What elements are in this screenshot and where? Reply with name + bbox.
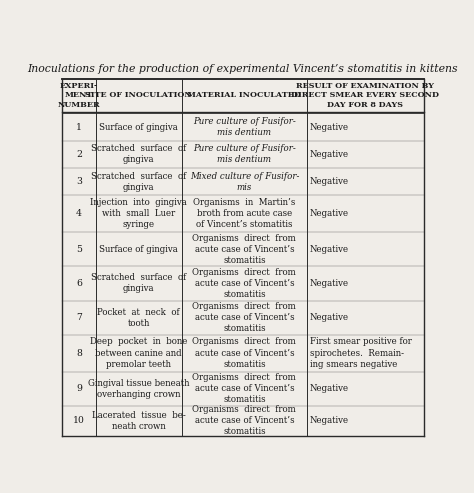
Text: Pure culture of Fusifor-
mis dentium: Pure culture of Fusifor- mis dentium bbox=[193, 117, 296, 137]
Text: Negative: Negative bbox=[310, 279, 349, 288]
Text: Deep  pocket  in  bone
between canine and
premolar teeth: Deep pocket in bone between canine and p… bbox=[90, 338, 187, 369]
Text: First smear positive for
spirochetes.  Remain-
ing smears negative: First smear positive for spirochetes. Re… bbox=[310, 338, 412, 369]
Text: 9: 9 bbox=[76, 384, 82, 393]
Text: Negative: Negative bbox=[310, 210, 349, 218]
Text: Pure culture of Fusifor-
mis dentium: Pure culture of Fusifor- mis dentium bbox=[193, 144, 296, 165]
Text: 8: 8 bbox=[76, 349, 82, 357]
Text: 5: 5 bbox=[76, 245, 82, 254]
Text: Surface of gingiva: Surface of gingiva bbox=[99, 245, 178, 254]
Text: SITE OF INOCULATION: SITE OF INOCULATION bbox=[85, 91, 192, 100]
Text: Injection  into  gingiva
with  small  Luer
syringe: Injection into gingiva with small Luer s… bbox=[90, 198, 187, 229]
Text: 2: 2 bbox=[76, 150, 82, 159]
Text: 10: 10 bbox=[73, 416, 85, 425]
Text: Lacerated  tissue  be-
neath crown: Lacerated tissue be- neath crown bbox=[91, 411, 185, 431]
Text: Negative: Negative bbox=[310, 245, 349, 254]
Text: EXPERI-
MENT
NUMBER: EXPERI- MENT NUMBER bbox=[58, 81, 100, 109]
Text: Surface of gingiva: Surface of gingiva bbox=[99, 123, 178, 132]
Text: Inoculations for the production of experimental Vincent’s stomatitis in kittens: Inoculations for the production of exper… bbox=[27, 64, 458, 74]
Text: RESULT OF EXAMINATION BY
DIRECT SMEAR EVERY SECOND
DAY FOR 8 DAYS: RESULT OF EXAMINATION BY DIRECT SMEAR EV… bbox=[292, 81, 439, 109]
Text: MATERIAL INOCULATED: MATERIAL INOCULATED bbox=[187, 91, 301, 100]
Text: Scratched  surface  of
gingiva: Scratched surface of gingiva bbox=[91, 172, 186, 192]
Text: Organisms  direct  from
acute case of Vincent’s
stomatitis: Organisms direct from acute case of Vinc… bbox=[192, 338, 296, 369]
Text: 1: 1 bbox=[76, 123, 82, 132]
Text: Negative: Negative bbox=[310, 123, 349, 132]
Text: Organisms  direct  from
acute case of Vincent’s
stomatitis: Organisms direct from acute case of Vinc… bbox=[192, 373, 296, 404]
Text: Gingival tissue beneath
overhanging crown: Gingival tissue beneath overhanging crow… bbox=[88, 379, 189, 399]
Text: Organisms  direct  from
acute case of Vincent’s
stomatitis: Organisms direct from acute case of Vinc… bbox=[192, 268, 296, 299]
Text: 7: 7 bbox=[76, 313, 82, 322]
Text: Organisms  in  Martin’s
broth from acute case
of Vincent’s stomatitis: Organisms in Martin’s broth from acute c… bbox=[193, 198, 296, 229]
Text: Organisms  direct  from
acute case of Vincent’s
stomatitis: Organisms direct from acute case of Vinc… bbox=[192, 405, 296, 436]
Text: Organisms  direct  from
acute case of Vincent’s
stomatitis: Organisms direct from acute case of Vinc… bbox=[192, 302, 296, 333]
Text: Scratched  surface  of
gingiva: Scratched surface of gingiva bbox=[91, 274, 186, 293]
Text: Negative: Negative bbox=[310, 150, 349, 159]
Text: Negative: Negative bbox=[310, 313, 349, 322]
Text: Negative: Negative bbox=[310, 384, 349, 393]
Text: 3: 3 bbox=[76, 177, 82, 186]
Text: Negative: Negative bbox=[310, 177, 349, 186]
Text: Negative: Negative bbox=[310, 416, 349, 425]
Text: 4: 4 bbox=[76, 210, 82, 218]
Text: Organisms  direct  from
acute case of Vincent’s
stomatitis: Organisms direct from acute case of Vinc… bbox=[192, 234, 296, 265]
Text: Pocket  at  neck  of
tooth: Pocket at neck of tooth bbox=[97, 308, 180, 328]
Text: Mixed culture of Fusifor-
mis: Mixed culture of Fusifor- mis bbox=[190, 172, 299, 192]
Text: 6: 6 bbox=[76, 279, 82, 288]
Text: Scratched  surface  of
gingiva: Scratched surface of gingiva bbox=[91, 144, 186, 165]
